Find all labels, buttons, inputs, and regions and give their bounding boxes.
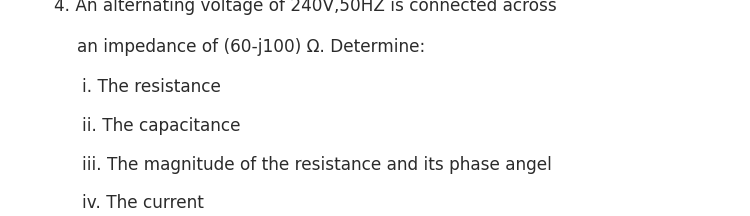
Text: i. The resistance: i. The resistance: [82, 78, 221, 96]
Text: ii. The capacitance: ii. The capacitance: [82, 117, 241, 135]
Text: an impedance of (60-j100) Ω. Determine:: an impedance of (60-j100) Ω. Determine:: [77, 38, 425, 56]
Text: 4. An alternating voltage of 240V,50HZ is connected across: 4. An alternating voltage of 240V,50HZ i…: [54, 0, 556, 15]
Text: iii. The magnitude of the resistance and its phase angel: iii. The magnitude of the resistance and…: [82, 156, 552, 174]
Text: iv. The current: iv. The current: [82, 194, 204, 212]
